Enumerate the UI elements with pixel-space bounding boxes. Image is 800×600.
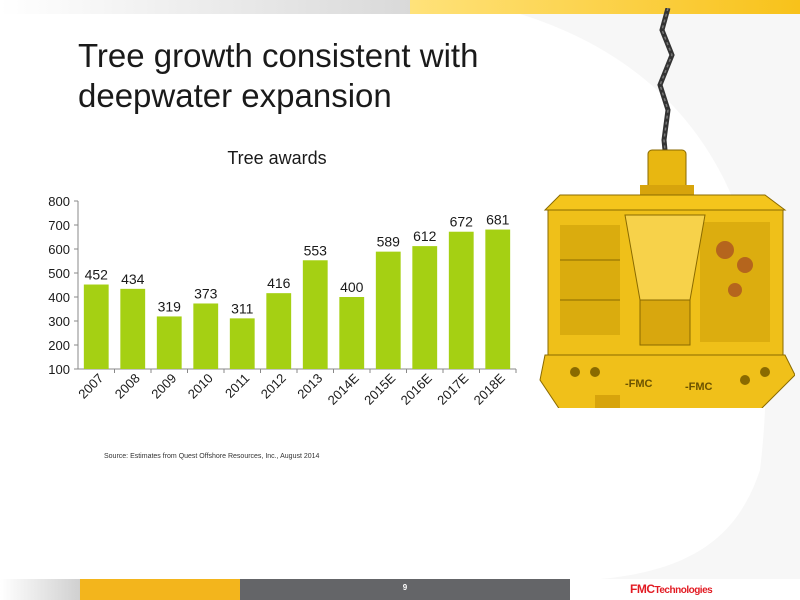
x-tick-label: 2012	[258, 371, 289, 402]
bar	[193, 303, 219, 369]
footer-bar: 9	[0, 579, 800, 600]
x-tick-label: 2009	[148, 371, 179, 402]
footer-segment-dark	[240, 579, 570, 600]
bar	[120, 288, 146, 369]
x-tick-label: 2007	[75, 371, 106, 402]
logo-fmc: FMC	[630, 582, 655, 596]
data-label: 452	[85, 267, 109, 283]
y-axis: 100 200 300 400 500 600 700 800	[48, 194, 79, 377]
svg-text:-FMC: -FMC	[685, 381, 713, 393]
x-tick-label: 2018E	[471, 370, 508, 407]
bar	[448, 231, 474, 369]
data-label: 311	[231, 300, 254, 316]
footer-segment-yellow	[80, 579, 240, 600]
top-bar-grey	[0, 0, 410, 14]
slide-title: Tree growth consistent with deepwater ex…	[78, 37, 479, 114]
y-tick-label: 100	[48, 362, 70, 377]
chart-title: Tree awards	[227, 148, 326, 168]
bar	[412, 246, 438, 369]
bar	[302, 260, 328, 369]
logo-technologies: Technologies	[654, 585, 713, 596]
bar-series	[83, 229, 511, 369]
bar	[266, 293, 292, 369]
fmc-technologies-logo: FMCTechnologies	[630, 582, 713, 596]
x-tick-label: 2011	[222, 371, 252, 401]
y-tick-label: 600	[48, 242, 70, 257]
bar	[375, 251, 401, 369]
svg-text:-FMC: -FMC	[625, 378, 653, 390]
x-tick-label: 2017E	[434, 370, 471, 407]
data-label: 400	[340, 279, 364, 295]
data-label: 319	[158, 298, 182, 314]
x-axis	[78, 368, 517, 373]
x-tick-label: 2010	[185, 371, 216, 402]
data-labels: 452 434 319 373 311 416 553 400 589 612 672 681	[85, 212, 510, 317]
y-tick-label: 800	[48, 194, 70, 209]
bar	[229, 318, 255, 369]
top-bar-yellow	[410, 0, 800, 14]
data-label: 434	[121, 271, 145, 287]
data-label: 416	[267, 275, 291, 291]
x-tick-label: 2013	[294, 371, 325, 402]
y-tick-label: 200	[48, 338, 70, 353]
data-label: 681	[486, 212, 510, 228]
bar	[339, 297, 365, 369]
bar	[485, 229, 511, 369]
y-tick-label: 700	[48, 218, 70, 233]
data-label: 589	[377, 234, 401, 250]
bar	[83, 284, 109, 369]
x-tick-label: 2014E	[325, 370, 362, 407]
y-tick-label: 300	[48, 314, 70, 329]
data-label: 553	[304, 242, 328, 258]
data-label: 373	[194, 285, 218, 301]
footer-segment-grey	[0, 579, 80, 600]
data-label: 612	[413, 228, 437, 244]
y-tick-label: 500	[48, 266, 70, 281]
y-tick-label: 400	[48, 290, 70, 305]
page-number: 9	[402, 583, 408, 592]
x-tick-label: 2015E	[361, 370, 398, 407]
bar	[156, 316, 182, 369]
bar-chart: Tree awards 100 200 300 400 500 600 700 800 452…	[48, 148, 517, 408]
subsea-tree-image: -FMC -FMC	[539, 8, 795, 408]
source-note: Source: Estimates from Quest Offshore Re…	[104, 453, 320, 460]
x-tick-label: 2008	[112, 371, 143, 402]
data-label: 672	[450, 214, 474, 230]
x-tick-labels: 2007 2008 2009 2010 2011 2012 2013 2014E 2015E 20…	[75, 370, 508, 407]
x-tick-label: 2016E	[398, 370, 435, 407]
